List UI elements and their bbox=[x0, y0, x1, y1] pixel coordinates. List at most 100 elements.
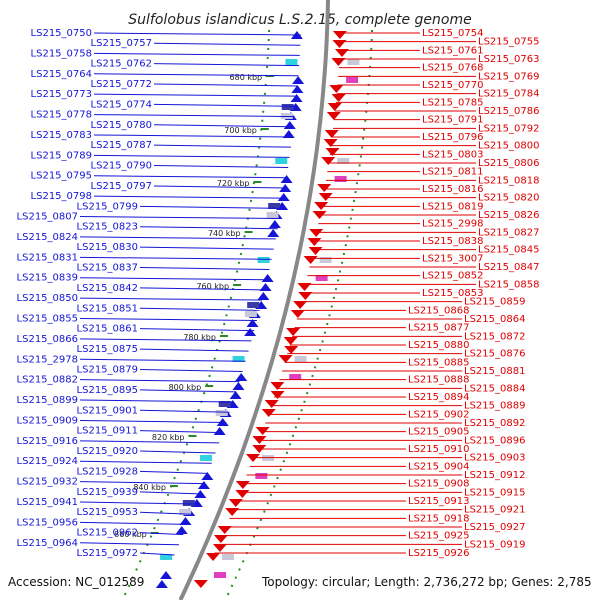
reverse-gene-glyph bbox=[323, 139, 338, 147]
forward-gene-label: LS215_0855 bbox=[17, 313, 78, 324]
backbone-line bbox=[178, 0, 330, 600]
forward-gene-label: LS215_0798 bbox=[31, 191, 92, 202]
reverse-gene-glyph bbox=[261, 409, 276, 417]
forward-gene-label: LS215_0909 bbox=[17, 415, 78, 426]
reverse-gene-label: LS215_0915 bbox=[464, 487, 525, 498]
reverse-gene-glyph bbox=[278, 355, 293, 363]
feature-box bbox=[214, 572, 227, 578]
forward-gene-glyph bbox=[292, 76, 305, 84]
reverse-gene-label: LS215_0859 bbox=[464, 297, 525, 308]
reverse-gene-label: LS215_0925 bbox=[408, 531, 469, 542]
forward-gene-glyph bbox=[277, 193, 290, 201]
forward-gene-glyph bbox=[197, 481, 210, 489]
forward-gene-leader bbox=[93, 134, 293, 138]
reverse-gene-glyph bbox=[331, 58, 346, 66]
feature-box bbox=[200, 455, 213, 461]
forward-gene-label: LS215_0795 bbox=[31, 171, 92, 182]
reverse-gene-label: LS215_0770 bbox=[422, 80, 483, 91]
forward-gene-leader bbox=[93, 52, 300, 56]
reverse-gene-glyph bbox=[318, 193, 333, 201]
forward-gene-label: LS215_0939 bbox=[77, 487, 138, 498]
forward-gene-label: LS215_0787 bbox=[91, 140, 152, 151]
reverse-gene-labels: LS215_0754LS215_0755LS215_0761LS215_0763… bbox=[214, 28, 539, 559]
forward-gene-label: LS215_0773 bbox=[31, 89, 92, 100]
reverse-gene-label: LS215_0785 bbox=[422, 97, 483, 108]
forward-gene-glyph bbox=[279, 184, 292, 192]
feature-box bbox=[266, 212, 279, 218]
reverse-gene-glyph bbox=[334, 49, 349, 57]
reverse-gene-glyph bbox=[324, 130, 339, 138]
reverse-gene-label: LS215_0761 bbox=[422, 45, 483, 56]
reverse-gene-glyph bbox=[293, 301, 308, 309]
forward-gene-glyph bbox=[235, 373, 248, 381]
forward-gene-leader bbox=[139, 307, 260, 311]
feature-box bbox=[319, 257, 332, 263]
reverse-gene-glyph bbox=[235, 490, 250, 498]
forward-gene-leader bbox=[79, 317, 257, 321]
reverse-gene-glyph bbox=[325, 148, 340, 156]
reverse-gene-label: LS215_0864 bbox=[464, 314, 525, 325]
reverse-gene-glyph bbox=[270, 382, 285, 390]
forward-gene-label: LS215_2978 bbox=[17, 354, 78, 365]
reverse-gene-label: LS215_0792 bbox=[478, 123, 539, 134]
reverse-gene-label: LS215_0910 bbox=[408, 444, 469, 455]
forward-gene-leader bbox=[79, 399, 234, 403]
feature-box bbox=[334, 176, 347, 182]
reverse-gene-glyph bbox=[255, 427, 270, 435]
forward-gene-leader bbox=[79, 440, 220, 444]
reverse-gene-glyph bbox=[309, 229, 324, 237]
forward-gene-glyph bbox=[201, 472, 214, 480]
forward-gene-leader bbox=[139, 430, 223, 434]
forward-gene-label: LS215_0839 bbox=[17, 273, 78, 284]
feature-box bbox=[160, 554, 173, 560]
forward-gene-leader bbox=[139, 287, 265, 291]
reverse-gene-label: LS215_0872 bbox=[464, 331, 525, 342]
reverse-gene-glyph bbox=[283, 337, 298, 345]
forward-gene-glyph bbox=[229, 391, 242, 399]
forward-gene-label: LS215_0899 bbox=[17, 395, 78, 406]
reverse-gene-label: LS215_0852 bbox=[422, 271, 483, 282]
forward-gene-label: LS215_0911 bbox=[77, 426, 138, 437]
reverse-gene-glyph bbox=[206, 553, 221, 561]
forward-gene-label: LS215_0895 bbox=[77, 385, 138, 396]
feature-box bbox=[275, 158, 288, 164]
forward-gene-leader bbox=[139, 491, 201, 495]
forward-gene-label: LS215_0920 bbox=[77, 446, 138, 457]
forward-gene-label: LS215_0866 bbox=[17, 334, 78, 345]
reverse-gene-label: LS215_0919 bbox=[464, 539, 525, 550]
reverse-gene-glyph bbox=[303, 256, 318, 264]
feature-box bbox=[285, 59, 298, 65]
reverse-gene-label: LS215_0908 bbox=[408, 479, 469, 490]
reverse-gene-label: LS215_2998 bbox=[422, 219, 483, 230]
forward-gene-label: LS215_0783 bbox=[31, 130, 92, 141]
ruler-tick-label: 800 kbp bbox=[169, 383, 202, 392]
forward-gene-label: LS215_0850 bbox=[17, 293, 78, 304]
forward-gene-leader bbox=[153, 42, 301, 46]
reverse-gene-glyph bbox=[317, 184, 332, 192]
reverse-gene-glyph bbox=[307, 238, 322, 246]
reverse-gene-glyph bbox=[246, 454, 261, 462]
reverse-gene-label: LS215_0868 bbox=[408, 305, 469, 316]
forward-gene-leader bbox=[139, 389, 237, 393]
reverse-gene-label: LS215_0921 bbox=[464, 505, 525, 516]
ruler-tick-label: 820 kbp bbox=[152, 433, 185, 442]
forward-gene-label: LS215_0972 bbox=[77, 548, 138, 559]
reverse-gene-label: LS215_0803 bbox=[422, 149, 483, 160]
reverse-gene-label: LS215_0800 bbox=[478, 141, 539, 152]
forward-gene-leader bbox=[153, 165, 289, 169]
forward-gene-label: LS215_0799 bbox=[77, 201, 138, 212]
reverse-gene-glyph bbox=[298, 292, 313, 300]
reverse-gene-label: LS215_0927 bbox=[464, 522, 525, 533]
forward-gene-glyph bbox=[283, 121, 296, 129]
reverse-gene-label: LS215_0894 bbox=[408, 392, 469, 403]
reverse-gene-glyph bbox=[321, 157, 336, 165]
forward-gene-label: LS215_0964 bbox=[17, 538, 78, 549]
feature-box bbox=[315, 275, 328, 281]
ruler-tick-label: 840 kbp bbox=[133, 483, 166, 492]
ruler-tick-label: 720 kbp bbox=[217, 179, 250, 188]
reverse-gene-label: LS215_0892 bbox=[464, 418, 525, 429]
forward-gene-label: LS215_0837 bbox=[77, 263, 138, 274]
reverse-gene-label: LS215_0889 bbox=[464, 401, 525, 412]
forward-gene-glyph bbox=[213, 427, 226, 435]
